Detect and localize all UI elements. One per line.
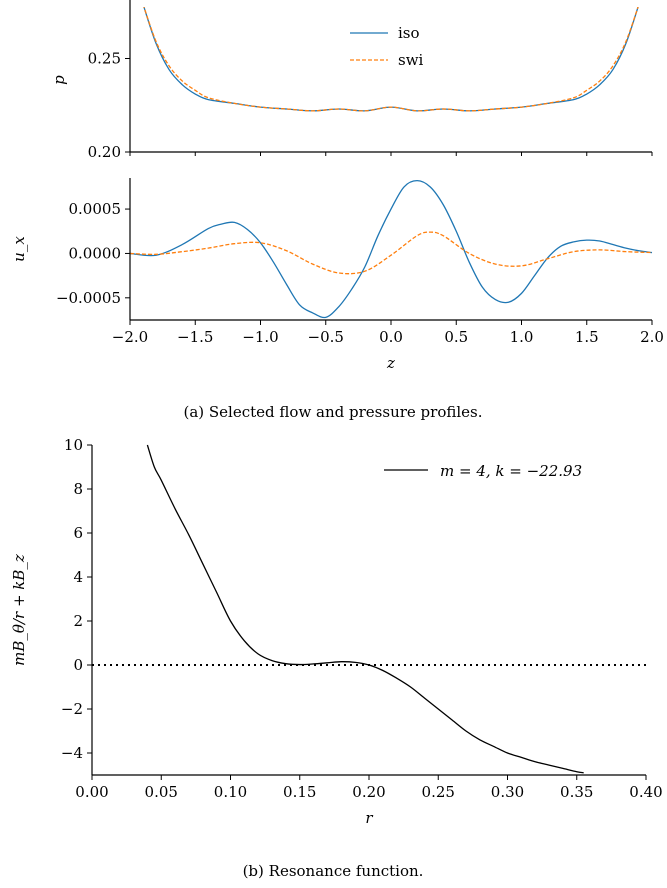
y-axis-label: u_x [10,236,28,262]
y-axis-label: p [50,75,68,85]
x-tick-label: −2.0 [112,328,148,346]
x-tick-label: 0.5 [444,328,468,346]
x-tick-label: −0.5 [308,328,344,346]
x-tick-label: 1.5 [575,328,599,346]
y-tick-label: 0.0005 [69,200,122,218]
y-tick-label: 0.25 [88,49,121,67]
legend-label-swi: swi [398,51,424,69]
velocity-panel: −0.0005 0.0000 0.0005 −2.0 −1.5 −1.0 −0.5 0.0 0.… [10,178,664,372]
caption-b: (b) Resonance function. [243,862,424,880]
series-line-swi [130,231,653,275]
y-tick-label: 8 [73,480,83,498]
x-tick-label: 0.10 [214,783,247,801]
x-tick-label: −1.5 [177,328,213,346]
y-tick-label: −0.0005 [56,289,121,307]
series-line-resonance [146,444,584,774]
x-tick-label: 0.30 [491,783,524,801]
y-tick-label: 10 [64,436,83,454]
x-axis-label: z [386,354,395,372]
x-tick-label: 0.35 [560,783,593,801]
x-tick-label: 0.40 [629,783,662,801]
y-tick-label: −4 [61,744,83,762]
series-line-iso [130,180,653,319]
series-line-iso [143,7,639,112]
pressure-panel: 0.20 0.25 p iso swi [50,0,653,161]
x-tick-label: 0.25 [422,783,455,801]
legend-label-iso: iso [398,24,420,42]
series-line-swi [143,7,639,112]
x-tick-label: 0.15 [283,783,316,801]
x-tick-label: 0.00 [75,783,108,801]
legend-label-resonance: m = 4, k = −22.93 [440,462,582,480]
resonance-panel: −4 −2 0 2 4 6 8 10 0.00 0.05 0.10 0.15 0.20 0.25 0.30 0… [10,436,663,827]
y-tick-label: 2 [73,612,83,630]
y-tick-label: 0.20 [88,143,121,161]
y-tick-label: 6 [73,524,83,542]
x-tick-label: 0.20 [352,783,385,801]
x-axis-label: r [365,809,373,827]
x-tick-label: 2.0 [640,328,664,346]
y-tick-label: 0 [73,656,83,674]
x-tick-label: 1.0 [510,328,534,346]
x-tick-label: 0.05 [145,783,178,801]
y-axis-label: mB_θ/r + kB_z [10,554,28,666]
y-tick-label: 0.0000 [69,244,122,262]
y-tick-label: 4 [73,568,83,586]
x-tick-label: 0.0 [379,328,403,346]
y-tick-label: −2 [61,700,83,718]
x-tick-label: −1.0 [242,328,278,346]
caption-a: (a) Selected flow and pressure profiles. [183,403,482,421]
